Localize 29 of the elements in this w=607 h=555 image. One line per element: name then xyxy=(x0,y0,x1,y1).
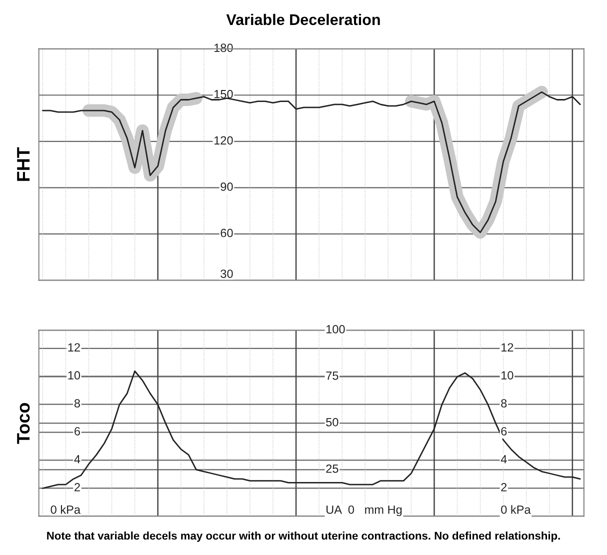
y-tick-label: 30 xyxy=(220,270,233,278)
y3-tick-label: 0 kPa xyxy=(501,505,531,514)
y3-tick-label: 8 xyxy=(501,399,507,408)
y-tick-label: 90 xyxy=(220,182,233,191)
y-tick-label: 60 xyxy=(220,228,233,238)
y-tick-label: 180 xyxy=(214,44,233,52)
y2-tick-label: 50 xyxy=(326,418,338,426)
y-tick-label: 0 kPa xyxy=(50,505,81,514)
y3-tick-label: 2 xyxy=(501,483,507,492)
y3-tick-label: 6 xyxy=(501,427,507,436)
y3-tick-label: 10 xyxy=(502,371,514,380)
y3-tick-label: 4 xyxy=(500,455,507,464)
text: Note that variable decels may occur with or without uterine contractions. No defined relationship. xyxy=(47,532,560,542)
y-axis-title: FHT xyxy=(17,147,30,181)
y3-tick-label: 12 xyxy=(502,343,514,352)
y-tick-label: 150 xyxy=(214,90,233,98)
y-axis-title: Toco xyxy=(17,402,30,444)
y-tick-label: 10 xyxy=(68,371,80,380)
y2-tick-label: 100 xyxy=(326,325,345,334)
chart-title: Variable Deceleration xyxy=(226,14,380,26)
y-tick-label: 12 xyxy=(68,343,80,352)
y-tick-label: 8 xyxy=(74,399,80,408)
y2-tick-label: UA 0 mm Hg xyxy=(326,505,402,516)
y2-tick-label: 25 xyxy=(326,464,338,473)
y-tick-label: 120 xyxy=(214,136,233,145)
y-tick-label: 6 xyxy=(74,427,80,436)
y-tick-label: 4 xyxy=(74,455,80,464)
y2-tick-label: 75 xyxy=(326,372,338,380)
y-tick-label: 2 xyxy=(74,483,80,492)
